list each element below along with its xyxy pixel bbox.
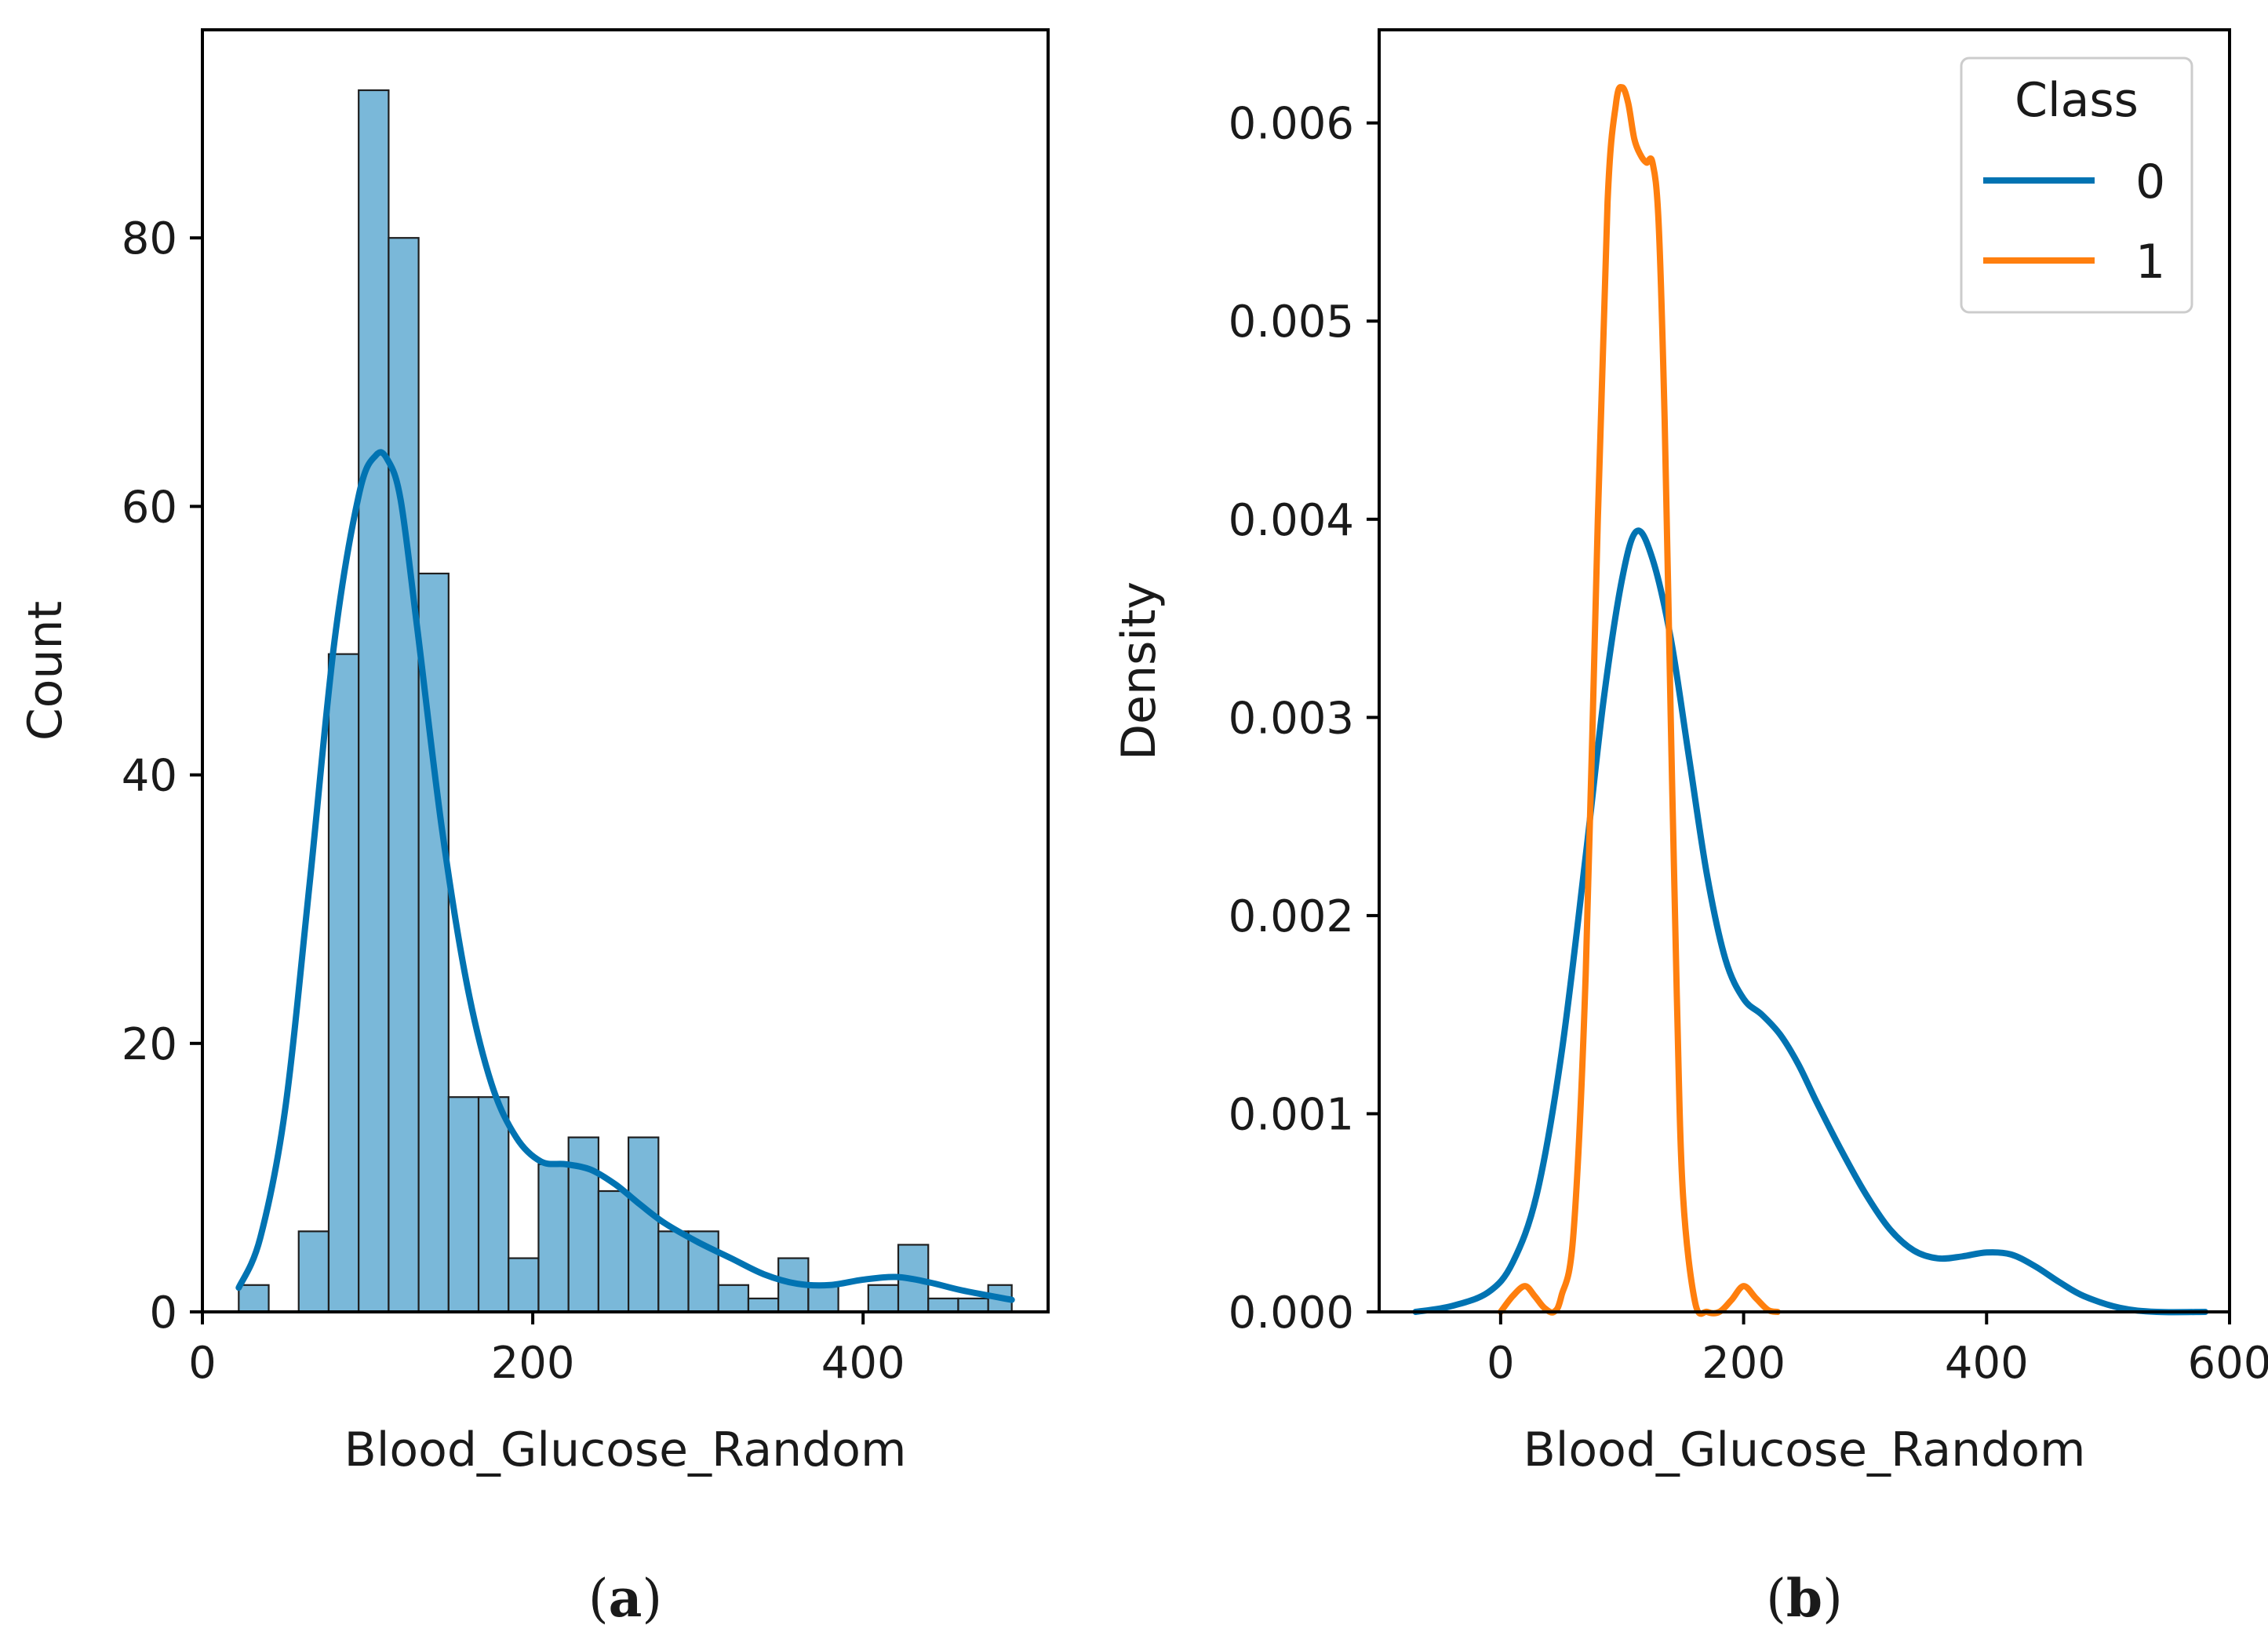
- legend-title: Class: [2015, 73, 2139, 128]
- histogram-bar: [388, 237, 420, 1313]
- y-tick-label: 0.006: [1229, 99, 1354, 150]
- y-tick-label: 0.005: [1229, 297, 1354, 348]
- density-line-class-0: [1412, 527, 2209, 1316]
- histogram-bar: [628, 1136, 660, 1313]
- y-tick-label: 20: [122, 1019, 177, 1070]
- x-tick-label: 400: [821, 1338, 905, 1389]
- histogram-bar: [597, 1189, 630, 1313]
- y-tick-label: 0: [149, 1288, 177, 1339]
- density-y-axis-label: Density: [1112, 581, 1167, 760]
- histogram-bars: [238, 89, 1013, 1313]
- x-tick-label: 600: [2188, 1338, 2268, 1389]
- histogram-bar: [747, 1297, 780, 1313]
- y-tick-label: 0.004: [1229, 495, 1354, 546]
- legend-label-class-1: 1: [2135, 235, 2165, 290]
- histogram-bar: [537, 1163, 570, 1313]
- y-tick-label: 0.003: [1229, 693, 1354, 744]
- histogram-bar: [327, 653, 360, 1313]
- y-tick-label: 0.001: [1229, 1089, 1354, 1140]
- panel-label-b-letter: b: [1786, 1568, 1822, 1629]
- histogram-bar: [867, 1284, 900, 1313]
- x-tick-label: 200: [1702, 1338, 1786, 1389]
- histogram-bar: [807, 1284, 839, 1313]
- panel-label-b: (b): [1766, 1568, 1843, 1629]
- histogram-bar: [508, 1257, 540, 1313]
- density-line-class-1: [1497, 84, 1781, 1317]
- histogram-bar: [447, 1096, 480, 1313]
- histogram-panel: 0 200 400 0 20 40 60 80 Blood_Glucose_Random C…: [18, 28, 1050, 1629]
- histogram-bar: [657, 1230, 690, 1313]
- y-tick-label: 0.002: [1229, 891, 1354, 942]
- histogram-x-ticks: 0 200 400: [188, 1312, 905, 1389]
- histogram-bar: [957, 1297, 989, 1313]
- x-tick-label: 0: [1487, 1338, 1515, 1389]
- legend-box: [1960, 56, 2193, 314]
- y-tick-label: 60: [122, 482, 177, 533]
- x-tick-label: 400: [1945, 1338, 2029, 1389]
- x-tick-label: 0: [188, 1338, 217, 1389]
- x-tick-label: 200: [491, 1338, 575, 1389]
- legend-label-class-0: 0: [2135, 155, 2165, 209]
- y-tick-label: 0.000: [1229, 1288, 1354, 1339]
- y-tick-label: 80: [122, 213, 177, 264]
- histogram-bar: [238, 1284, 270, 1313]
- density-y-ticks: 0.000 0.001 0.002 0.003 0.004 0.005 0.006: [1229, 99, 1379, 1339]
- panel-label-a-letter: a: [609, 1568, 643, 1629]
- histogram-y-axis-label: Count: [18, 601, 73, 741]
- histogram-y-ticks: 0 20 40 60 80: [122, 213, 202, 1339]
- histogram-bar: [297, 1230, 330, 1313]
- histogram-x-axis-label: Blood_Glucose_Random: [344, 1423, 907, 1477]
- panel-label-a: (a): [588, 1568, 662, 1629]
- histogram-bar: [717, 1284, 750, 1313]
- histogram-axes-frame: [201, 28, 1050, 1313]
- density-x-ticks: 0 200 400 600: [1487, 1312, 2268, 1389]
- density-axes-frame: [1378, 28, 2231, 1313]
- density-x-axis-label: Blood_Glucose_Random: [1524, 1423, 2086, 1477]
- legend: Class 0 1: [1960, 56, 2193, 314]
- density-panel: 0 200 400 600 0.0000.0010.0020.0030.0040.00…: [1112, 28, 2268, 1629]
- histogram-bar: [927, 1297, 959, 1313]
- histogram-kde-line: [235, 449, 1015, 1303]
- histogram-bar: [477, 1096, 510, 1313]
- histogram-bar: [358, 89, 390, 1313]
- y-tick-label: 40: [122, 751, 177, 802]
